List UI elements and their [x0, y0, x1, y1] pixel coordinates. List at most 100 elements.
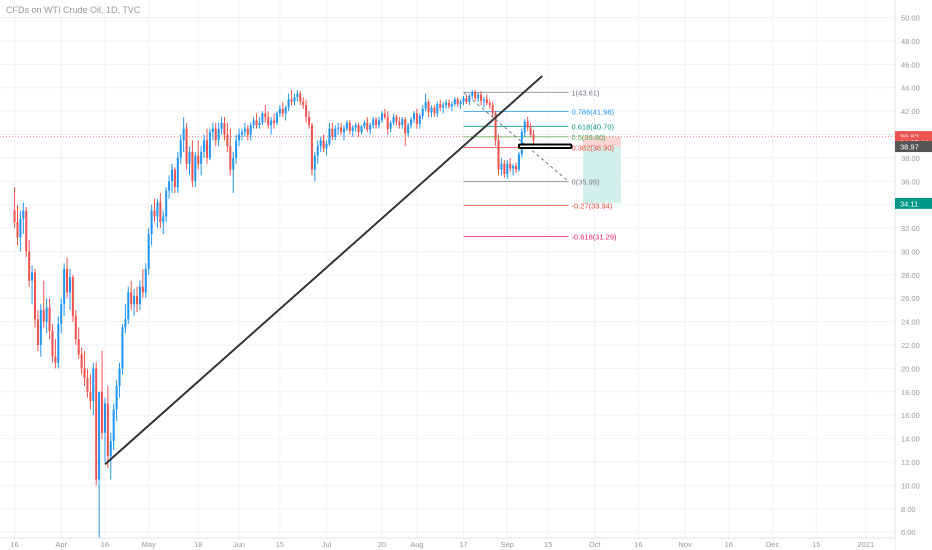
highlight-rectangle[interactable]	[517, 143, 573, 149]
candle-body	[135, 295, 139, 305]
candle-body	[246, 128, 249, 135]
candle-body	[325, 143, 328, 149]
price-tick-label: 48.00	[901, 37, 920, 46]
price-axis[interactable]: 50.0048.0046.0044.0042.0040.0038.0036.00…	[894, 0, 932, 550]
candle-body	[430, 107, 433, 113]
candle-body	[278, 108, 281, 114]
candle-body	[173, 169, 176, 188]
candle-body	[98, 391, 101, 480]
price-badge-background	[895, 131, 932, 143]
projection-line[interactable]	[463, 92, 569, 182]
fib-level-label: 0.786(41.98)	[571, 107, 614, 116]
candle-body	[103, 403, 106, 433]
candle-body	[22, 210, 25, 219]
candle-body	[208, 132, 211, 158]
candle-body	[424, 101, 427, 109]
candle-body	[36, 319, 39, 346]
candle-body	[273, 120, 276, 123]
price-tick-label: 22.00	[901, 341, 920, 350]
candle-body	[80, 354, 83, 369]
time-tick-label: 16	[101, 540, 109, 549]
candle-body	[357, 125, 360, 133]
candle-body	[168, 181, 171, 191]
candle-body	[322, 140, 325, 149]
candle-body	[500, 163, 503, 170]
candle-body	[523, 121, 526, 133]
candle-body	[243, 128, 246, 133]
price-badge[interactable]: 38.97	[895, 141, 932, 153]
candle-body	[302, 101, 305, 106]
candle-body	[407, 125, 410, 134]
time-tick-label: Apr	[55, 540, 67, 549]
candle-body	[287, 99, 290, 108]
candle-body	[465, 98, 468, 102]
candle-body	[360, 126, 363, 133]
price-tick-label: 26.00	[901, 294, 920, 303]
candle-body	[316, 146, 319, 156]
price-badge[interactable]: 34.11	[895, 197, 932, 209]
fibonacci-retracement[interactable]: 1(43.61) 0.786(41.98) 0.618(40.70) 0.5(39.8…	[463, 88, 617, 241]
candle-body	[68, 277, 71, 293]
fib-level-label: 0(35.99)	[571, 177, 599, 186]
price-badge-label: 38.97	[900, 143, 919, 152]
time-axis[interactable]: 16 Apr 16 May 18 Jun 15 Jul 20 Aug 17 Sep 15 Oct 16 Nov…	[0, 537, 895, 550]
candle-body	[296, 93, 299, 98]
candle-body	[197, 155, 200, 164]
grid-layer	[0, 0, 895, 538]
candlestick-series	[13, 90, 535, 538]
price-tick-label: 44.00	[901, 84, 920, 93]
candle-body	[63, 269, 66, 305]
candle-body	[305, 105, 308, 117]
price-tick-label: 30.00	[901, 247, 920, 256]
candle-body	[369, 125, 372, 130]
price-tick-label: 42.00	[901, 107, 920, 116]
price-tick-label: 20.00	[901, 364, 920, 373]
price-tick-label: 46.00	[901, 60, 920, 69]
trend-line[interactable]	[104, 75, 543, 466]
price-tick-label: 36.00	[901, 177, 920, 186]
candle-body	[310, 125, 313, 170]
candle-body	[57, 323, 60, 363]
candle-body	[453, 99, 456, 105]
candle-body	[141, 286, 144, 293]
candle-body	[477, 94, 480, 99]
drawing-tools[interactable]	[104, 75, 573, 466]
candle-body	[153, 210, 156, 217]
candle-body	[71, 277, 74, 316]
price-tick-label: 38.00	[901, 154, 920, 163]
candle-body	[482, 99, 485, 101]
candle-body	[474, 92, 477, 99]
candle-body	[83, 368, 86, 378]
time-tick-label: Dec	[766, 540, 780, 549]
candle-body	[485, 99, 488, 103]
candle-body	[31, 272, 34, 281]
candle-body	[159, 202, 162, 223]
candle-body	[28, 251, 31, 281]
candle-body	[404, 119, 407, 134]
candle-body	[450, 104, 453, 107]
candle-body	[345, 122, 348, 129]
candle-body	[238, 134, 241, 141]
price-badge[interactable]: 39.82	[895, 131, 932, 143]
candle-body	[313, 155, 316, 170]
fib-level-label: 0.5(39.80)	[571, 133, 606, 142]
candle-body	[275, 113, 278, 123]
candle-body	[264, 113, 267, 117]
candle-body	[517, 154, 520, 170]
candle-body	[412, 113, 415, 120]
candle-body	[372, 119, 375, 126]
price-badge-label: 34.11	[900, 199, 918, 208]
candle-body	[185, 128, 188, 164]
candle-body	[112, 409, 115, 441]
candle-body	[377, 120, 381, 126]
candle-body	[54, 356, 57, 363]
candle-body	[462, 98, 465, 102]
time-tick-label: Sep	[501, 540, 514, 549]
time-tick-label: 18	[194, 540, 202, 549]
time-tick-label: 16	[634, 540, 642, 549]
candle-body	[491, 105, 494, 114]
candle-body	[334, 128, 337, 137]
candle-body	[348, 122, 351, 131]
candle-body	[33, 272, 37, 320]
